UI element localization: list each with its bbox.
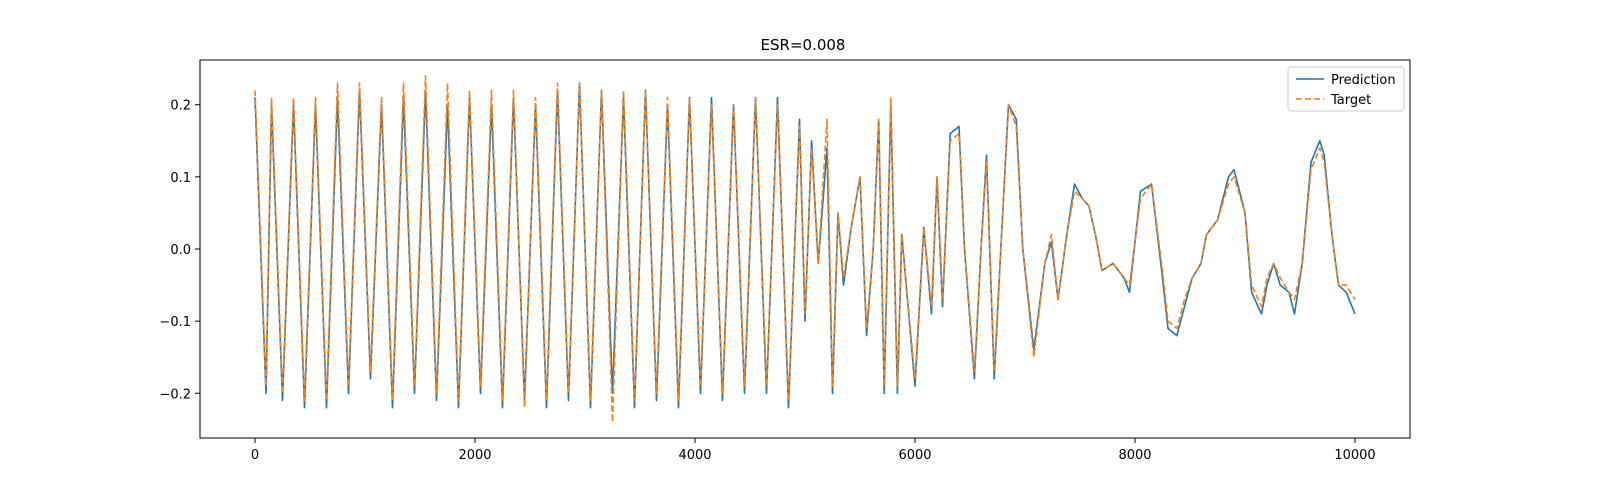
y-tick-label: −0.2 xyxy=(159,387,191,402)
x-tick-label: 6000 xyxy=(898,448,931,463)
legend-box xyxy=(1287,66,1405,112)
y-axis: −0.2 −0.1 0.0 0.1 0.2 xyxy=(159,99,200,402)
x-tick-label: 4000 xyxy=(678,448,711,463)
series-line-target xyxy=(254,75,1356,423)
legend-label-target: Target xyxy=(1330,93,1371,108)
legend: Prediction Target xyxy=(1287,66,1405,112)
x-tick-label: 0 xyxy=(251,448,259,463)
y-tick-label: −0.1 xyxy=(159,315,191,330)
chart-title: ESR=0.008 xyxy=(761,36,846,54)
y-tick-label: 0.0 xyxy=(170,243,191,258)
y-tick-label: 0.1 xyxy=(170,171,191,186)
x-tick-label: 8000 xyxy=(1118,448,1151,463)
legend-label-prediction: Prediction xyxy=(1331,73,1396,88)
series-layer xyxy=(254,75,1356,423)
x-axis: 0 2000 4000 6000 8000 10000 xyxy=(251,438,1376,463)
y-tick-label: 0.2 xyxy=(170,99,191,114)
x-tick-label: 10000 xyxy=(1334,448,1375,463)
x-tick-label: 2000 xyxy=(458,448,491,463)
